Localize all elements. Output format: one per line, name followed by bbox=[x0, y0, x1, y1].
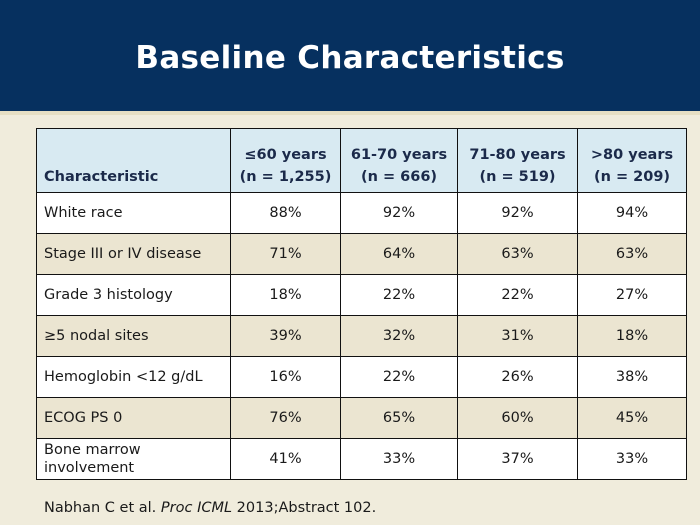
cell-value: 92% bbox=[340, 192, 458, 234]
citation-details: 2013;Abstract 102. bbox=[232, 500, 377, 516]
column-header-age-le60: ≤60 years (n = 1,255) bbox=[230, 128, 341, 193]
column-header-n: (n = 666) bbox=[360, 169, 438, 185]
row-label: Bone marrow involvement bbox=[36, 438, 231, 480]
column-header-age-61-70: 61-70 years (n = 666) bbox=[340, 128, 458, 193]
citation-journal: Proc ICML bbox=[160, 500, 233, 516]
column-header-n: (n = 519) bbox=[479, 169, 556, 185]
cell-value: 60% bbox=[457, 397, 578, 439]
cell-value: 64% bbox=[340, 233, 458, 275]
table-row: ≥5 nodal sites 39% 32% 31% 18% bbox=[36, 315, 687, 357]
column-header-n: (n = 1,255) bbox=[239, 169, 332, 185]
row-label: Stage III or IV disease bbox=[36, 233, 231, 275]
cell-value: 37% bbox=[457, 438, 578, 480]
table-row: Hemoglobin <12 g/dL 16% 22% 26% 38% bbox=[36, 356, 687, 398]
column-header-label: >80 years bbox=[590, 147, 674, 163]
row-label: Hemoglobin <12 g/dL bbox=[36, 356, 231, 398]
cell-value: 22% bbox=[340, 274, 458, 316]
table-row: Grade 3 histology 18% 22% 22% 27% bbox=[36, 274, 687, 316]
cell-value: 65% bbox=[340, 397, 458, 439]
title-band: Baseline Characteristics bbox=[0, 0, 700, 111]
baseline-characteristics-table: Characteristic ≤60 years (n = 1,255) 61-… bbox=[36, 128, 687, 480]
column-header-label: 61-70 years bbox=[350, 147, 448, 163]
table-row: Stage III or IV disease 71% 64% 63% 63% bbox=[36, 233, 687, 275]
cell-value: 32% bbox=[340, 315, 458, 357]
cell-value: 27% bbox=[577, 274, 687, 316]
column-header-age-gt80: >80 years (n = 209) bbox=[577, 128, 687, 193]
cell-value: 76% bbox=[230, 397, 341, 439]
cell-value: 41% bbox=[230, 438, 341, 480]
cell-value: 18% bbox=[577, 315, 687, 357]
column-header-age-71-80: 71-80 years (n = 519) bbox=[457, 128, 578, 193]
cell-value: 22% bbox=[340, 356, 458, 398]
title-divider bbox=[0, 111, 700, 115]
cell-value: 88% bbox=[230, 192, 341, 234]
cell-value: 39% bbox=[230, 315, 341, 357]
table-row: ECOG PS 0 76% 65% 60% 45% bbox=[36, 397, 687, 439]
slide-title: Baseline Characteristics bbox=[135, 39, 565, 76]
row-label: ECOG PS 0 bbox=[36, 397, 231, 439]
cell-value: 33% bbox=[340, 438, 458, 480]
cell-value: 33% bbox=[577, 438, 687, 480]
column-header-characteristic: Characteristic bbox=[36, 128, 231, 193]
row-label: White race bbox=[36, 192, 231, 234]
cell-value: 16% bbox=[230, 356, 341, 398]
citation-authors: Nabhan C et al. bbox=[44, 500, 161, 516]
cell-value: 18% bbox=[230, 274, 341, 316]
cell-value: 94% bbox=[577, 192, 687, 234]
table-row: White race 88% 92% 92% 94% bbox=[36, 192, 687, 234]
cell-value: 63% bbox=[577, 233, 687, 275]
column-header-label: ≤60 years bbox=[244, 147, 327, 163]
cell-value: 45% bbox=[577, 397, 687, 439]
cell-value: 92% bbox=[457, 192, 578, 234]
table-header-row: Characteristic ≤60 years (n = 1,255) 61-… bbox=[36, 128, 687, 193]
row-label: Grade 3 histology bbox=[36, 274, 231, 316]
cell-value: 31% bbox=[457, 315, 578, 357]
cell-value: 71% bbox=[230, 233, 341, 275]
column-header-label: 71-80 years bbox=[469, 147, 566, 163]
cell-value: 63% bbox=[457, 233, 578, 275]
row-label: ≥5 nodal sites bbox=[36, 315, 231, 357]
cell-value: 26% bbox=[457, 356, 578, 398]
table-row: Bone marrow involvement 41% 33% 37% 33% bbox=[36, 438, 687, 480]
cell-value: 38% bbox=[577, 356, 687, 398]
column-header-n: (n = 209) bbox=[593, 169, 671, 185]
cell-value: 22% bbox=[457, 274, 578, 316]
citation: Nabhan C et al. Proc ICML 2013;Abstract … bbox=[44, 500, 376, 516]
